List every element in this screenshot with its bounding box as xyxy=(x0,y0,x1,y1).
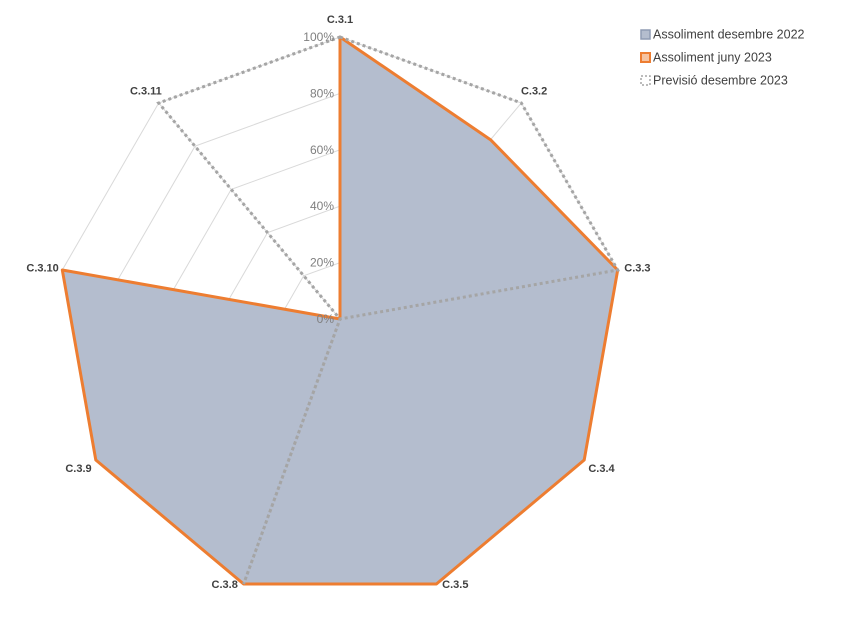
tick-label: 20% xyxy=(310,256,334,270)
category-label: C.3.4 xyxy=(588,463,615,475)
legend-item: Previsió desembre 2023 xyxy=(640,74,788,88)
series-polygon xyxy=(156,35,621,585)
legend-label: Previsió desembre 2023 xyxy=(653,74,788,88)
legend-swatch xyxy=(640,29,651,40)
category-label: C.3.1 xyxy=(327,14,353,26)
category-label: C.3.2 xyxy=(521,86,547,98)
category-label: C.3.11 xyxy=(130,86,162,98)
tick-label: 100% xyxy=(303,30,334,44)
category-label: C.3.8 xyxy=(212,579,238,591)
category-label: C.3.3 xyxy=(624,262,650,274)
tick-label: 80% xyxy=(310,86,334,100)
series-3 xyxy=(156,35,621,585)
tick-label: 40% xyxy=(310,199,334,213)
legend-label: Assoliment desembre 2022 xyxy=(653,28,805,42)
legend-item: Assoliment juny 2023 xyxy=(640,51,772,65)
tick-label: 0% xyxy=(317,312,335,326)
series-layer xyxy=(60,35,621,586)
series-polygon xyxy=(60,35,620,586)
series-2 xyxy=(60,35,620,586)
category-labels: C.3.1 C.3.2 C.3.3 C.3.4 C.3.5 C.3.8 C.3.9 C.3.1… xyxy=(26,14,650,591)
legend-swatch xyxy=(640,75,651,86)
category-label: C.3.5 xyxy=(442,579,468,591)
legend-item: Assoliment desembre 2022 xyxy=(640,28,805,42)
legend-swatch xyxy=(640,52,651,63)
category-label: C.3.9 xyxy=(65,463,91,475)
tick-labels: 0% 20% 40% 60% 80% 100% xyxy=(303,30,334,326)
legend-label: Assoliment juny 2023 xyxy=(653,51,772,65)
legend: Assoliment desembre 2022 Assoliment juny … xyxy=(640,28,805,88)
category-label: C.3.10 xyxy=(26,262,58,274)
tick-label: 60% xyxy=(310,143,334,157)
